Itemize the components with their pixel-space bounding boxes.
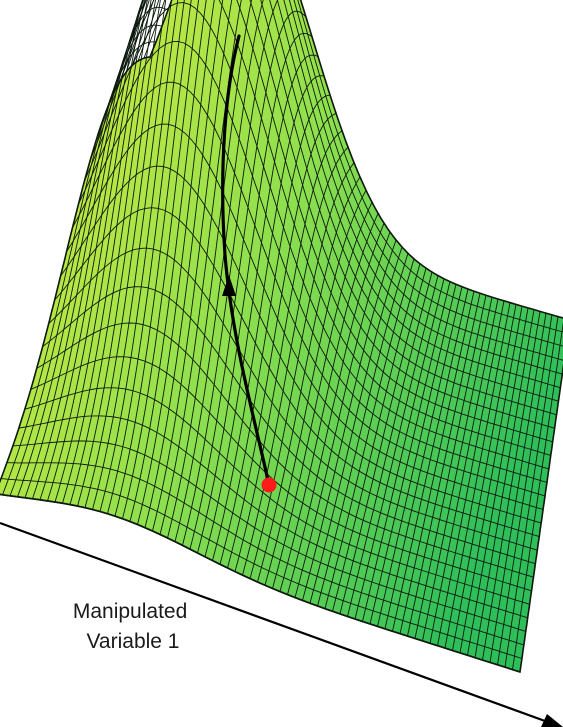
response-surface (0, 0, 563, 672)
axis-label: Manipulated Variable 1 (73, 600, 193, 653)
red-start-point (262, 478, 277, 493)
axis-arrowhead (541, 714, 563, 727)
axis-label-line2: Variable 1 (86, 630, 179, 653)
axis-label-line1: Manipulated (73, 600, 187, 623)
